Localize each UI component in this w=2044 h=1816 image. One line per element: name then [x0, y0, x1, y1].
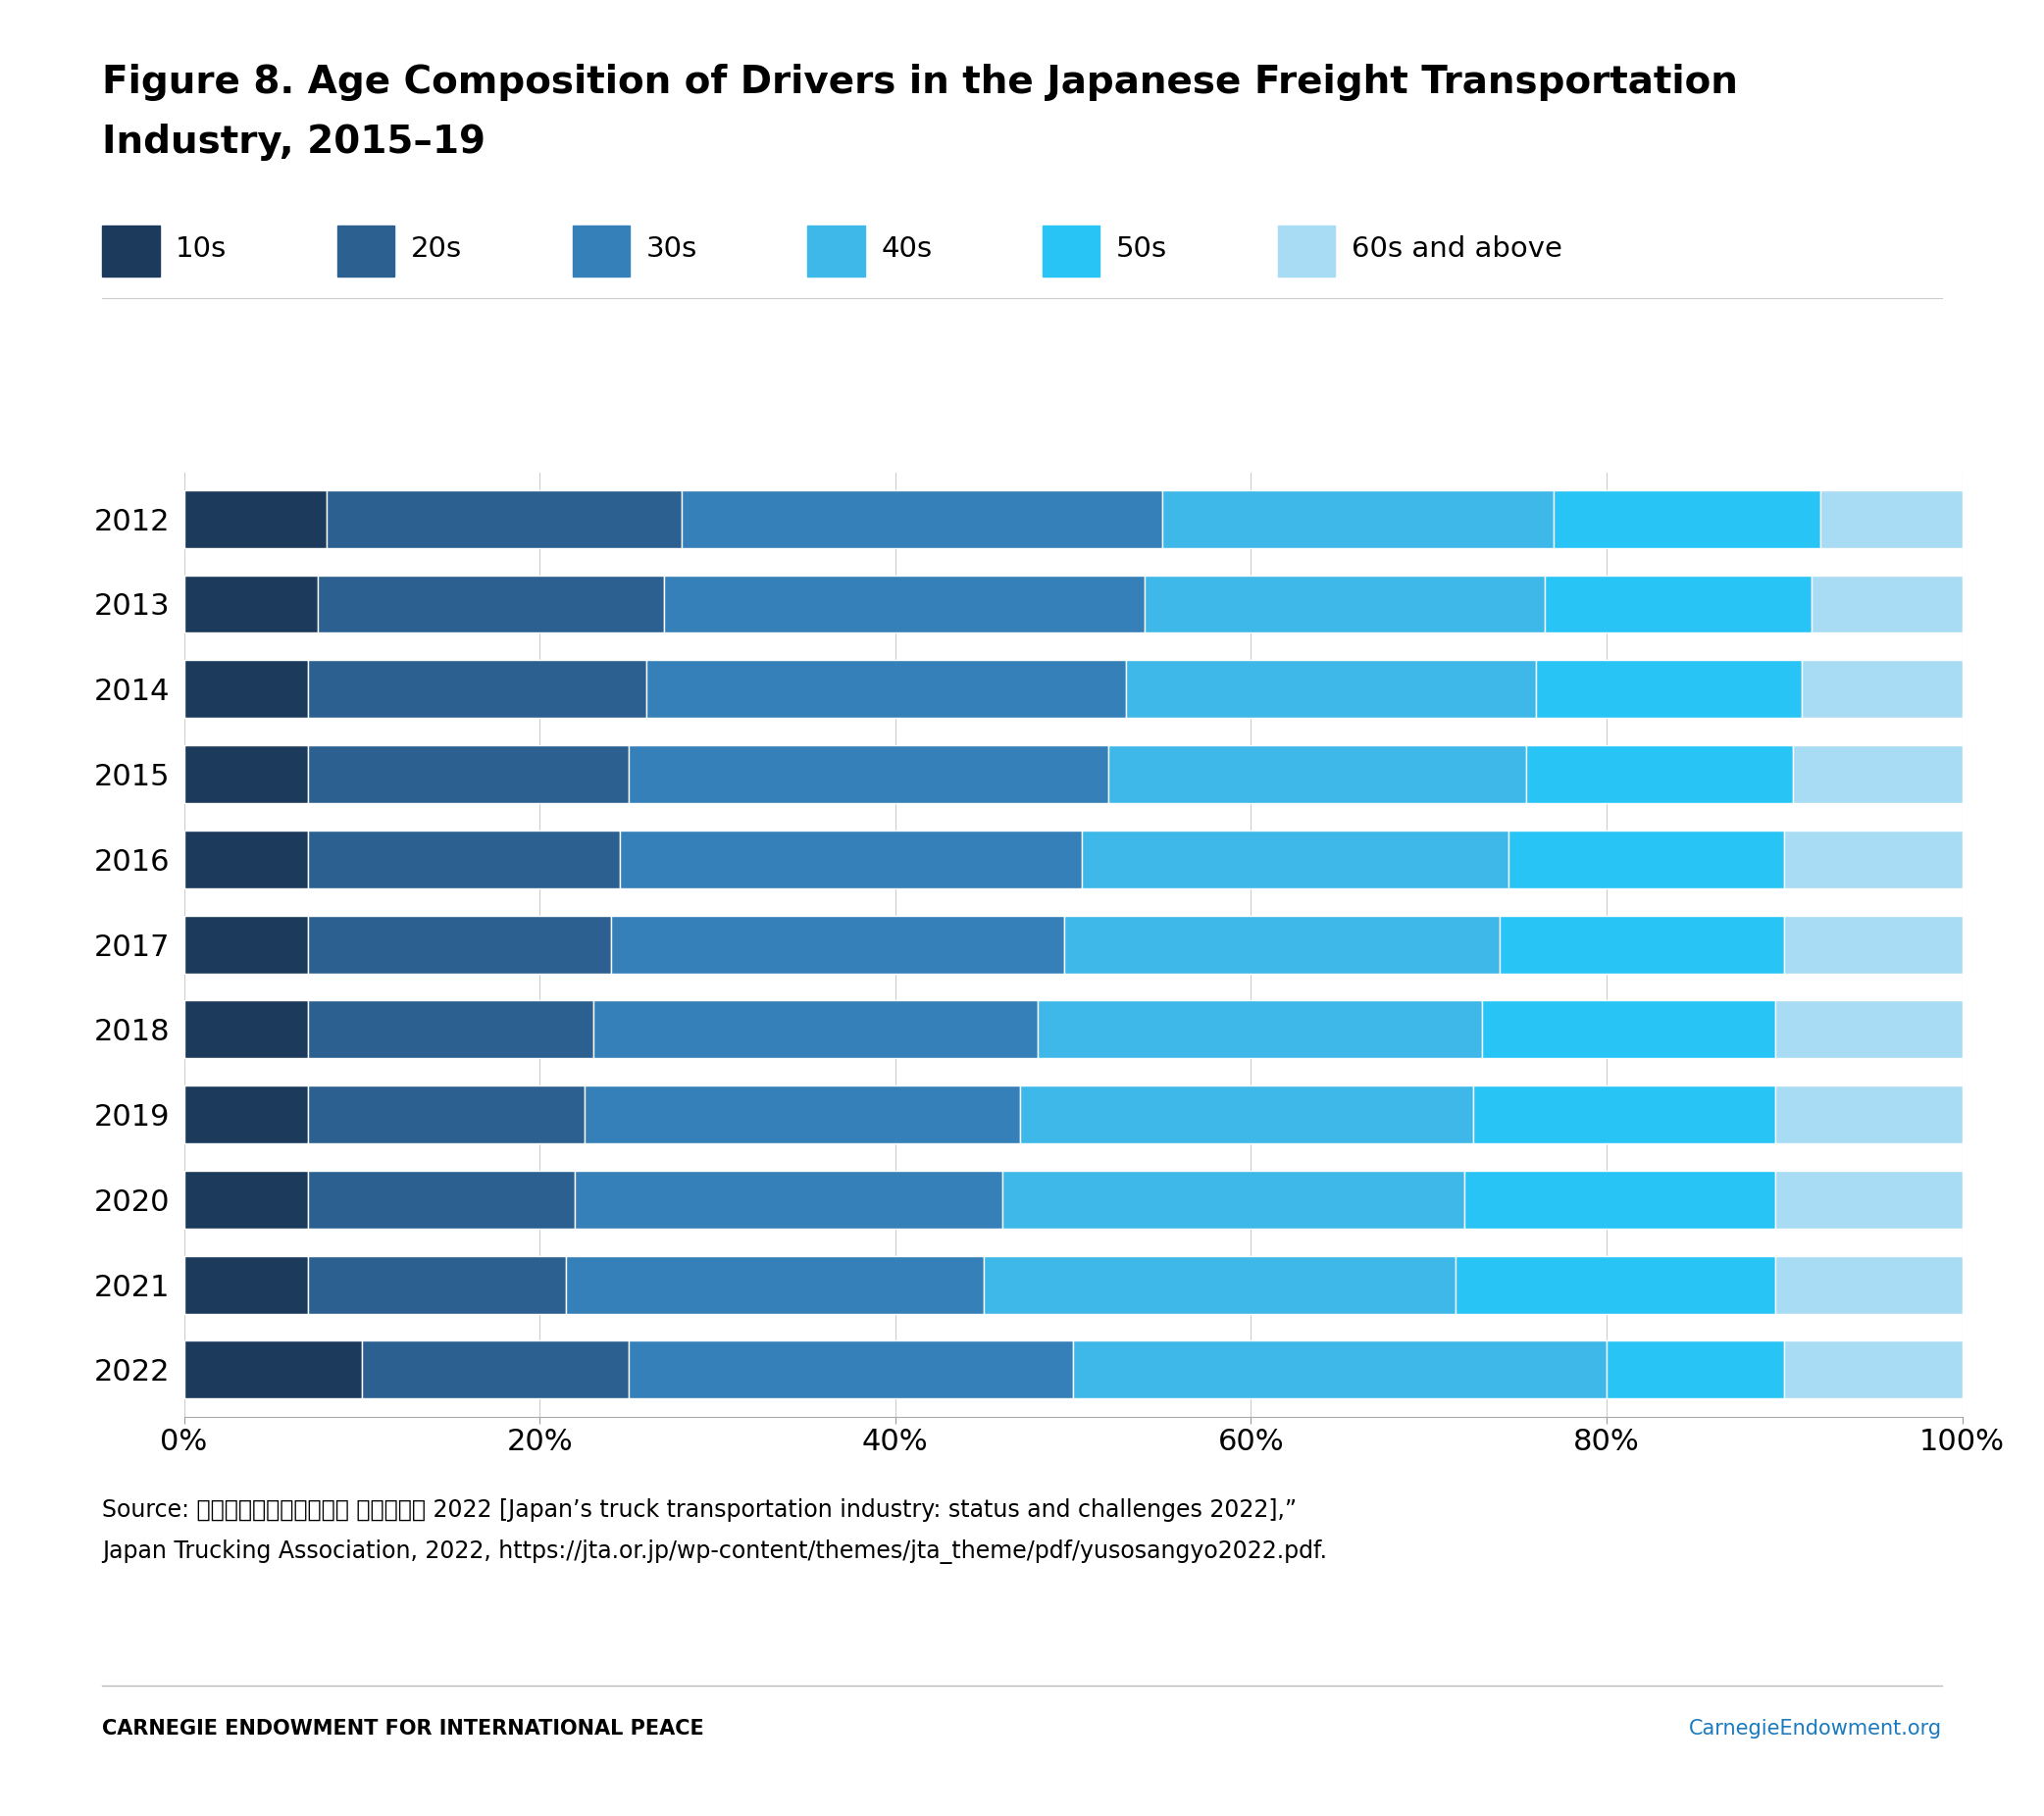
Bar — [1020, 1086, 1474, 1144]
Bar — [646, 661, 1126, 717]
Bar — [585, 1086, 1020, 1144]
Bar — [184, 1171, 309, 1228]
Bar — [1527, 745, 1793, 803]
Bar — [184, 1340, 362, 1398]
Text: 10s: 10s — [176, 234, 227, 263]
Bar — [1508, 830, 1784, 888]
Bar — [574, 1171, 1002, 1228]
Bar — [1776, 1171, 1962, 1228]
Bar — [1038, 1001, 1482, 1059]
Bar — [184, 1255, 309, 1313]
Bar — [1811, 576, 1962, 634]
Bar — [566, 1255, 985, 1313]
Bar — [1002, 1171, 1464, 1228]
Bar — [985, 1255, 1455, 1313]
Bar — [309, 830, 619, 888]
Bar — [1482, 1001, 1776, 1059]
Bar — [184, 1001, 309, 1059]
Bar — [184, 745, 309, 803]
Bar — [184, 661, 309, 717]
Bar — [309, 1171, 574, 1228]
Bar — [1081, 830, 1508, 888]
Bar — [1784, 830, 1962, 888]
Text: 40s: 40s — [881, 234, 932, 263]
Bar — [1784, 915, 1962, 973]
Bar — [611, 915, 1065, 973]
Bar — [1784, 1340, 1962, 1398]
Bar — [619, 830, 1081, 888]
Text: CARNEGIE ENDOWMENT FOR INTERNATIONAL PEACE: CARNEGIE ENDOWMENT FOR INTERNATIONAL PEA… — [102, 1720, 705, 1738]
Bar — [1535, 661, 1803, 717]
Bar — [683, 490, 1161, 548]
Text: Japan Trucking Association, 2022, https://jta.or.jp/wp-content/themes/jta_theme/: Japan Trucking Association, 2022, https:… — [102, 1540, 1327, 1564]
Bar — [1464, 1171, 1776, 1228]
Bar — [1161, 490, 1553, 548]
Bar — [184, 490, 327, 548]
Bar — [1793, 745, 1962, 803]
Text: CarnegieEndowment.org: CarnegieEndowment.org — [1688, 1720, 1942, 1738]
Bar — [184, 915, 309, 973]
Text: 50s: 50s — [1116, 234, 1167, 263]
Bar — [1145, 576, 1545, 634]
Bar — [1553, 490, 1819, 548]
Bar — [309, 661, 646, 717]
Bar — [1126, 661, 1535, 717]
Bar — [1776, 1086, 1962, 1144]
Text: 20s: 20s — [411, 234, 462, 263]
Bar — [184, 830, 309, 888]
Bar — [1065, 915, 1500, 973]
Bar — [1474, 1086, 1776, 1144]
Bar — [309, 1086, 585, 1144]
Text: Source: 日本のトラック輸送産業 現状と課题 2022 [Japan’s truck transportation industry: status an: Source: 日本のトラック輸送産業 現状と課题 2022 [Japan’s … — [102, 1498, 1298, 1522]
Bar — [1776, 1255, 1962, 1313]
Bar — [184, 576, 317, 634]
Bar — [327, 490, 683, 548]
Bar — [1108, 745, 1527, 803]
Bar — [1455, 1255, 1776, 1313]
Bar — [309, 915, 611, 973]
Bar — [1803, 661, 1962, 717]
Bar — [1819, 490, 1962, 548]
Text: 60s and above: 60s and above — [1351, 234, 1562, 263]
Bar — [1776, 1001, 1962, 1059]
Bar — [309, 745, 628, 803]
Bar — [309, 1255, 566, 1313]
Text: 30s: 30s — [646, 234, 697, 263]
Text: Industry, 2015–19: Industry, 2015–19 — [102, 123, 486, 162]
Bar — [593, 1001, 1038, 1059]
Bar — [630, 1340, 1073, 1398]
Bar — [1500, 915, 1784, 973]
Bar — [309, 1001, 593, 1059]
Bar — [664, 576, 1145, 634]
Bar — [1607, 1340, 1784, 1398]
Bar — [317, 576, 664, 634]
Bar — [630, 745, 1108, 803]
Bar — [184, 1086, 309, 1144]
Bar — [1073, 1340, 1607, 1398]
Bar — [362, 1340, 628, 1398]
Text: Figure 8. Age Composition of Drivers in the Japanese Freight Transportation: Figure 8. Age Composition of Drivers in … — [102, 64, 1737, 102]
Bar — [1545, 576, 1811, 634]
